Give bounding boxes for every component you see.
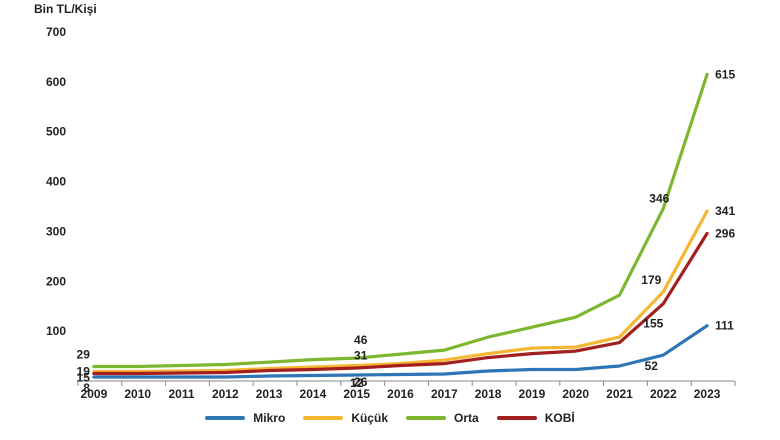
y-tick-label: 600 [46, 75, 66, 89]
legend-label: Mikro [253, 411, 286, 425]
legend-item-küçük: Küçük [303, 411, 388, 425]
x-tick-label: 2010 [124, 387, 151, 401]
legend: Mikro Küçük Orta KOBİ [0, 411, 780, 425]
data-label-küçük: 341 [715, 204, 735, 218]
y-tick-label: 100 [46, 324, 66, 338]
data-label-orta: 346 [649, 191, 669, 205]
y-tick-label: 300 [46, 224, 66, 238]
data-label-mikro: 12 [350, 376, 364, 390]
x-tick-label: 2018 [475, 387, 502, 401]
data-label-küçük: 179 [641, 273, 661, 287]
data-label-mikro: 52 [645, 359, 659, 373]
x-tick-label: 2022 [650, 387, 677, 401]
data-label-küçük: 31 [354, 349, 368, 363]
data-label-orta: 615 [715, 67, 735, 81]
x-tick-label: 2014 [300, 387, 327, 401]
legend-item-mikro: Mikro [205, 411, 285, 425]
series-line-mikro [92, 324, 709, 379]
line-chart: 2009 2010 2011 2012 2013 2014 2015 2016 2017 2018… [46, 25, 736, 401]
x-tick-label: 2023 [694, 387, 721, 401]
data-label-mikro: 111 [715, 319, 734, 333]
x-tick-label: 2011 [168, 387, 194, 401]
x-tick-label: 2020 [562, 387, 589, 401]
series-layer [92, 72, 709, 379]
legend-swatch [406, 416, 446, 420]
x-tick-label: 2017 [431, 387, 458, 401]
data-label-kobi̇: 155 [643, 317, 663, 331]
series-line-orta [92, 72, 709, 369]
series-line-kobi̇ [92, 231, 709, 376]
data-label-kobi̇: 296 [715, 226, 735, 240]
x-tick-label: 2012 [212, 387, 239, 401]
x-tick-label: 2021 [606, 387, 633, 401]
axes: 2009 2010 2011 2012 2013 2014 2015 2016 2017 2018… [46, 25, 736, 401]
data-labels-layer: 8 12 52 111 19 31 179 341 29 46 346 615 15 26 155 296 [77, 67, 736, 395]
data-label-mikro: 8 [83, 381, 90, 395]
y-tick-label: 500 [46, 125, 66, 139]
legend-swatch [303, 416, 344, 420]
x-tick-label: 2009 [81, 387, 108, 401]
data-label-orta: 46 [354, 333, 368, 347]
data-label-kobi̇: 26 [354, 375, 368, 389]
x-tick-label: 2015 [343, 387, 370, 401]
legend-item-kobi̇: KOBİ [496, 411, 575, 425]
legend-swatch [205, 416, 246, 420]
x-tick-label: 2016 [387, 387, 414, 401]
y-tick-label: 200 [46, 274, 66, 288]
x-tick-label: 2019 [519, 387, 546, 401]
y-tick-label: 400 [46, 175, 66, 189]
legend-label: Küçük [351, 411, 388, 425]
data-label-kobi̇: 15 [77, 371, 91, 385]
series-line-küçük [92, 209, 709, 374]
x-tick-label: 2013 [256, 387, 283, 401]
data-label-orta: 29 [77, 348, 91, 362]
legend-item-orta: Orta [406, 411, 479, 425]
y-tick-label: 700 [46, 25, 66, 39]
y-axis-unit-label: Bin TL/Kişi [34, 2, 97, 16]
legend-label: KOBİ [544, 411, 575, 425]
legend-swatch [496, 416, 537, 420]
data-label-küçük: 19 [77, 365, 91, 379]
legend-label: Orta [454, 411, 479, 425]
